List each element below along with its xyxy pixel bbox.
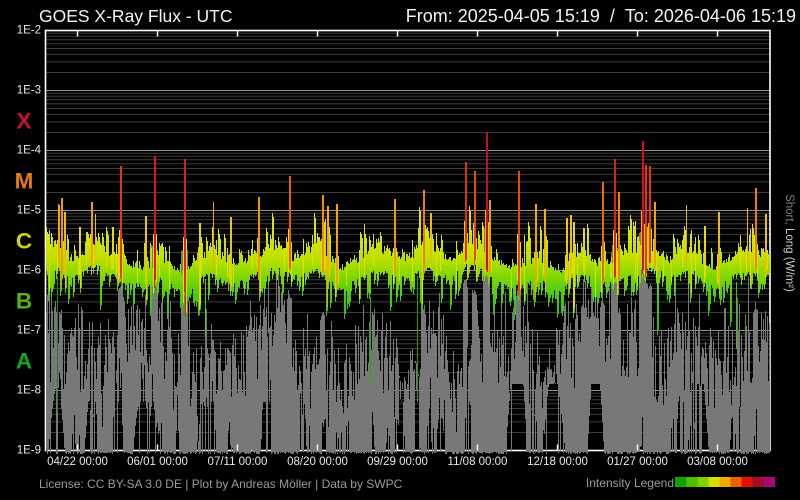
- svg-text:1E-8: 1E-8: [17, 385, 41, 397]
- svg-text:Intensity Legend: Intensity Legend: [586, 476, 674, 490]
- svg-text:GOES X-Ray Flux - UTC: GOES X-Ray Flux - UTC: [39, 6, 233, 26]
- svg-text:1E-9: 1E-9: [17, 445, 41, 457]
- svg-text:1E-3: 1E-3: [17, 85, 41, 97]
- svg-text:03/08 00:00: 03/08 00:00: [687, 456, 748, 468]
- svg-text:1E-4: 1E-4: [17, 145, 42, 157]
- svg-text:11/08 00:00: 11/08 00:00: [448, 456, 508, 468]
- svg-text:06/01 00:00: 06/01 00:00: [127, 456, 188, 468]
- svg-text:01/27 00:00: 01/27 00:00: [607, 456, 668, 468]
- svg-text:1E-2: 1E-2: [17, 25, 41, 37]
- svg-text:1E-7: 1E-7: [17, 325, 41, 337]
- svg-text:04/22 00:00: 04/22 00:00: [47, 456, 108, 468]
- svg-text:1E-5: 1E-5: [17, 205, 41, 217]
- svg-text:07/11 00:00: 07/11 00:00: [208, 456, 268, 468]
- svg-text:C: C: [16, 229, 32, 254]
- svg-text:B: B: [16, 289, 32, 314]
- svg-text:A: A: [16, 349, 32, 374]
- svg-text:X: X: [16, 109, 31, 134]
- svg-text:From: 2025-04-05 15:19 / To:: From: 2025-04-05 15:19 / To: 2026-04-06 …: [406, 6, 796, 26]
- svg-text:License: CC BY-SA 3.0 DE | Plo: License: CC BY-SA 3.0 DE | Plot by Andre…: [39, 477, 403, 491]
- svg-text:09/29 00:00: 09/29 00:00: [367, 456, 428, 468]
- svg-text:M: M: [15, 169, 34, 194]
- svg-text:12/18 00:00: 12/18 00:00: [527, 456, 588, 468]
- svg-text:08/20 00:00: 08/20 00:00: [287, 456, 348, 468]
- svg-text:1E-6: 1E-6: [17, 265, 41, 277]
- svg-text:Short, Long (W/m²): Short, Long (W/m²): [783, 194, 795, 292]
